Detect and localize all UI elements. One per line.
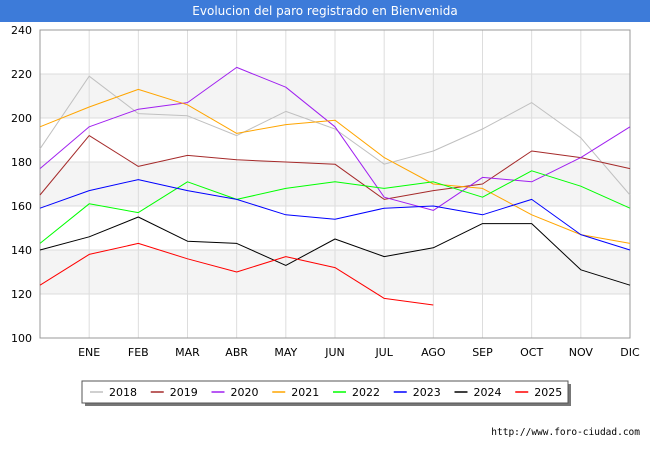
series-line-2022 bbox=[39, 170, 631, 244]
x-tick-label: FEB bbox=[128, 346, 149, 359]
legend-label-2019: 2019 bbox=[170, 386, 198, 399]
series-line-2018 bbox=[39, 75, 631, 196]
y-tick-label: 120 bbox=[11, 288, 32, 301]
series-line-2025 bbox=[39, 242, 434, 306]
y-tick-label: 100 bbox=[11, 332, 32, 345]
x-tick-label: ABR bbox=[225, 346, 248, 359]
x-tick-label: MAY bbox=[274, 346, 297, 359]
legend-label-2023: 2023 bbox=[413, 386, 441, 399]
x-tick-label: OCT bbox=[520, 346, 543, 359]
x-tick-label: DIC bbox=[620, 346, 640, 359]
series-line-2023 bbox=[39, 179, 631, 251]
plot-frame bbox=[39, 29, 631, 339]
series-line-2024 bbox=[39, 216, 631, 286]
legend-label-2022: 2022 bbox=[352, 386, 380, 399]
legend-label-2020: 2020 bbox=[231, 386, 259, 399]
series-line-2021 bbox=[39, 88, 631, 244]
x-tick-label: JUL bbox=[374, 346, 393, 359]
y-tick-label: 240 bbox=[11, 24, 32, 37]
x-tick-label: AGO bbox=[421, 346, 446, 359]
chart-title: Evolucion del paro registrado en Bienven… bbox=[0, 0, 650, 22]
legend-label-2018: 2018 bbox=[109, 386, 137, 399]
legend: 2018 2019 2020 2021 2022 2023 2024 2025 bbox=[81, 380, 571, 406]
series-line-2020 bbox=[39, 66, 631, 211]
x-tick-label: ENE bbox=[78, 346, 100, 359]
legend-box bbox=[81, 380, 569, 404]
y-tick-label: 140 bbox=[11, 244, 32, 257]
series-line-2019 bbox=[39, 135, 631, 200]
y-tick-label: 180 bbox=[11, 156, 32, 169]
x-axis-ticks: ENE FEB MAR ABR MAY JUN JUL AGO SEP OCT NOV DIC bbox=[78, 346, 640, 359]
x-tick-label: NOV bbox=[569, 346, 594, 359]
legend-label-2021: 2021 bbox=[291, 386, 319, 399]
y-tick-label: 160 bbox=[11, 200, 32, 213]
footer-url: http://www.foro-ciudad.com bbox=[491, 427, 640, 438]
y-tick-label: 220 bbox=[11, 68, 32, 81]
x-tick-label: JUN bbox=[324, 346, 345, 359]
y-tick-label: 200 bbox=[11, 112, 32, 125]
x-tick-label: MAR bbox=[175, 346, 200, 359]
legend-label-2024: 2024 bbox=[474, 386, 502, 399]
plot-border bbox=[39, 29, 631, 339]
legend-label-2025: 2025 bbox=[534, 386, 562, 399]
x-tick-label: SEP bbox=[472, 346, 493, 359]
series-lines bbox=[39, 66, 631, 306]
y-axis-ticks: 100 120 140 160 180 200 220 240 bbox=[11, 24, 32, 345]
